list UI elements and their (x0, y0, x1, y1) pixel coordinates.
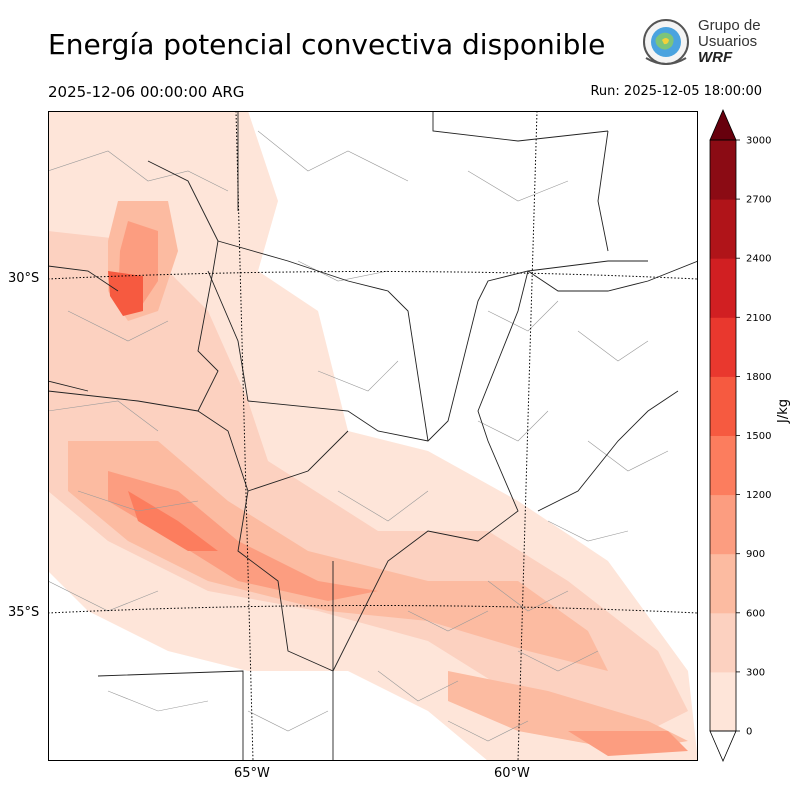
colorbar-segment (710, 258, 736, 318)
colorbar-over-arrow (709, 108, 737, 141)
colorbar-tick-label: 2700 (746, 195, 771, 206)
cape-shading (48, 111, 698, 761)
colorbar-segment (710, 376, 736, 436)
cape-map (48, 111, 698, 761)
wrf-users-group-logo: Grupo de Usuarios WRF (638, 18, 763, 70)
lon-label-65w: 65°W (234, 766, 270, 781)
colorbar-tick-label: 300 (746, 667, 765, 678)
colorbar-tick-label: 600 (746, 608, 765, 619)
run-time: Run: 2025-12-05 18:00:00 (590, 84, 762, 99)
department-boundaries (48, 130, 669, 742)
colorbar-tick-label: 1200 (746, 490, 771, 501)
colorbar-tick-label: 900 (746, 549, 765, 560)
globe-icon (643, 19, 689, 65)
logo-line-3: WRF (698, 49, 733, 66)
logo-line-1: Grupo de (698, 17, 761, 34)
colorbar-tick-label: 0 (746, 727, 752, 738)
colorbar-segment (710, 494, 736, 555)
colorbar-tick-label: 1800 (746, 372, 771, 383)
lat-label-30s: 30°S (8, 271, 40, 286)
colorbar-tick-label: 2100 (746, 313, 771, 324)
colorbar-unit: J/kg (776, 399, 791, 423)
province-boundaries (48, 111, 698, 761)
colorbar-segment (710, 140, 736, 200)
colorbar-tick-label: 2400 (746, 254, 771, 265)
colorbar-segment (710, 553, 736, 614)
colorbar-tick-label: 3000 (746, 136, 771, 147)
graticule (48, 111, 698, 761)
map-frame (48, 111, 698, 761)
colorbar-tick-label: 1500 (746, 431, 771, 442)
lat-label-35s: 35°S (8, 605, 40, 620)
colorbar: 0 300 600 900 1200 1500 1800 2100 2400 2700 3000 (709, 108, 771, 763)
colorbar-under-arrow (709, 730, 737, 763)
map-title: Energía potencial convectiva disponible (48, 28, 606, 61)
colorbar-segment (710, 671, 736, 732)
valid-time: 2025-12-06 00:00:00 ARG (48, 83, 245, 101)
colorbar-segment (710, 199, 736, 259)
lon-label-60w: 60°W (494, 766, 530, 781)
colorbar-segment (710, 435, 736, 496)
colorbar-segment (710, 612, 736, 673)
colorbar-segment (710, 317, 736, 377)
logo-line-2: Usuarios (698, 33, 758, 50)
